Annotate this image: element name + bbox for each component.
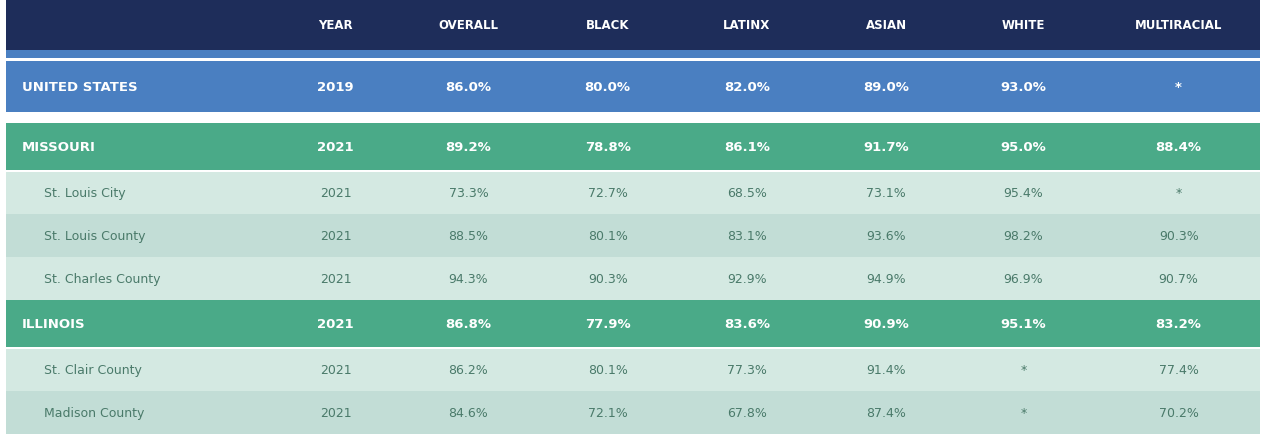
Text: 90.3%: 90.3% (1158, 230, 1199, 243)
Text: 2019: 2019 (318, 81, 353, 94)
Text: 73.3%: 73.3% (448, 187, 489, 200)
Text: 2021: 2021 (320, 230, 351, 243)
Text: 84.6%: 84.6% (448, 406, 489, 419)
Text: 86.1%: 86.1% (724, 141, 770, 154)
Text: 92.9%: 92.9% (727, 272, 767, 285)
Text: 87.4%: 87.4% (866, 406, 906, 419)
Text: Madison County: Madison County (44, 406, 144, 419)
Text: WHITE: WHITE (1001, 19, 1046, 32)
Text: 95.4%: 95.4% (1004, 187, 1043, 200)
Text: 94.3%: 94.3% (448, 272, 489, 285)
Text: 72.7%: 72.7% (587, 187, 628, 200)
Text: OVERALL: OVERALL (438, 19, 499, 32)
Text: 91.4%: 91.4% (866, 364, 906, 377)
Text: 90.7%: 90.7% (1158, 272, 1199, 285)
Text: 83.6%: 83.6% (724, 317, 770, 330)
Bar (6, 215, 1260, 257)
Text: 78.8%: 78.8% (585, 141, 630, 154)
Text: BLACK: BLACK (586, 19, 629, 32)
Text: ASIAN: ASIAN (866, 19, 906, 32)
Text: 2021: 2021 (318, 317, 353, 330)
Text: *: * (1176, 187, 1181, 200)
Text: UNITED STATES: UNITED STATES (22, 81, 137, 94)
Text: 89.2%: 89.2% (446, 141, 491, 154)
Text: 88.5%: 88.5% (448, 230, 489, 243)
Text: 77.9%: 77.9% (585, 317, 630, 330)
Text: 73.1%: 73.1% (866, 187, 906, 200)
Text: 91.7%: 91.7% (863, 141, 909, 154)
Text: 95.0%: 95.0% (1000, 141, 1047, 154)
Text: 77.4%: 77.4% (1158, 364, 1199, 377)
Text: 93.6%: 93.6% (866, 230, 906, 243)
Text: YEAR: YEAR (318, 19, 353, 32)
Bar (6, 300, 1260, 347)
Text: *: * (1175, 81, 1182, 94)
Text: St. Louis County: St. Louis County (44, 230, 146, 243)
Text: 2021: 2021 (320, 406, 351, 419)
Text: 82.0%: 82.0% (724, 81, 770, 94)
Bar (6, 391, 1260, 434)
Text: 86.2%: 86.2% (448, 364, 489, 377)
Text: 80.1%: 80.1% (587, 230, 628, 243)
Text: 2021: 2021 (320, 187, 351, 200)
Text: 90.3%: 90.3% (587, 272, 628, 285)
Text: 80.0%: 80.0% (585, 81, 630, 94)
Text: 2021: 2021 (320, 364, 351, 377)
Text: St. Louis City: St. Louis City (44, 187, 125, 200)
Bar (6, 0, 1260, 51)
Text: 2021: 2021 (320, 272, 351, 285)
Text: 80.1%: 80.1% (587, 364, 628, 377)
Text: ILLINOIS: ILLINOIS (22, 317, 85, 330)
Text: 93.0%: 93.0% (1000, 81, 1047, 94)
Text: St. Clair County: St. Clair County (44, 364, 142, 377)
Text: MISSOURI: MISSOURI (22, 141, 95, 154)
Text: St. Charles County: St. Charles County (44, 272, 161, 285)
Bar (6, 349, 1260, 391)
Text: 89.0%: 89.0% (863, 81, 909, 94)
Text: 72.1%: 72.1% (587, 406, 628, 419)
Text: 68.5%: 68.5% (727, 187, 767, 200)
Text: MULTIRACIAL: MULTIRACIAL (1134, 19, 1223, 32)
Text: *: * (1020, 364, 1027, 377)
Text: 88.4%: 88.4% (1156, 141, 1201, 154)
Text: 86.8%: 86.8% (446, 317, 491, 330)
Text: 94.9%: 94.9% (866, 272, 906, 285)
Text: 95.1%: 95.1% (1000, 317, 1047, 330)
Bar (6, 124, 1260, 171)
Text: 96.9%: 96.9% (1004, 272, 1043, 285)
Text: 67.8%: 67.8% (727, 406, 767, 419)
Text: 70.2%: 70.2% (1158, 406, 1199, 419)
Bar (6, 62, 1260, 113)
Text: 83.1%: 83.1% (727, 230, 767, 243)
Text: 77.3%: 77.3% (727, 364, 767, 377)
Text: 90.9%: 90.9% (863, 317, 909, 330)
Bar (6, 51, 1260, 59)
Text: 86.0%: 86.0% (446, 81, 491, 94)
Text: 83.2%: 83.2% (1156, 317, 1201, 330)
Bar (6, 257, 1260, 300)
Text: LATINX: LATINX (723, 19, 771, 32)
Text: 2021: 2021 (318, 141, 353, 154)
Text: 98.2%: 98.2% (1004, 230, 1043, 243)
Text: *: * (1020, 406, 1027, 419)
Bar (6, 172, 1260, 215)
